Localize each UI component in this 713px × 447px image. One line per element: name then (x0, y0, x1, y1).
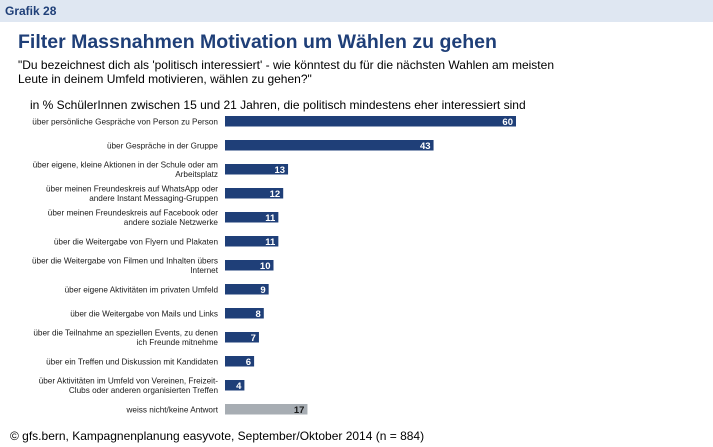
bar-8 (225, 308, 264, 319)
category-label-2-line-0: über eigene, kleine Aktionen in der Schu… (33, 161, 218, 170)
category-label-10: über ein Treffen und Diskussion mit Kand… (46, 357, 218, 366)
value-label-12: 17 (294, 405, 305, 416)
bar-12 (225, 404, 308, 415)
value-label-10: 6 (246, 357, 251, 368)
category-label-1: über Gespräche in der Gruppe (107, 141, 218, 150)
bar-3 (225, 188, 284, 199)
category-label-9-line-1: ich Freunde mitnehme (137, 338, 219, 347)
bar-5 (225, 236, 279, 247)
value-label-5: 11 (265, 237, 276, 248)
category-label-3-line-1: andere Instant Messaging-Gruppen (89, 194, 218, 203)
category-label-9-line-0: über die Teilnahme an speziellen Events,… (33, 329, 218, 338)
survey-question: "Du bezeichnest dich als 'politisch inte… (18, 58, 554, 86)
bar-10 (225, 356, 255, 367)
category-label-11-line-1: Clubs oder anderen organisierten Treffen (69, 386, 219, 395)
value-label-0: 60 (502, 117, 513, 128)
category-label-12: weiss nicht/keine Antwort (126, 405, 219, 414)
category-label-8: über die Weitergabe von Mails und Links (70, 309, 218, 318)
value-label-1: 43 (420, 141, 431, 152)
bar-4 (225, 212, 279, 223)
category-label-0: über persönliche Gespräche von Person zu… (32, 117, 218, 126)
value-label-3: 12 (270, 189, 281, 200)
chart-subtitle: in % SchülerInnen zwischen 15 und 21 Jah… (30, 98, 526, 112)
category-label-3-line-0: über meinen Freundeskreis auf WhatsApp o… (46, 185, 218, 194)
category-label-4-line-1: andere soziale Netzwerke (124, 218, 219, 227)
category-label-6-line-0: über die Weitergabe von Filmen und Inhal… (32, 257, 218, 266)
value-label-11: 4 (236, 381, 242, 392)
category-label-6-line-1: Internet (190, 266, 218, 275)
chart-title: Filter Massnahmen Motivation um Wählen z… (18, 31, 497, 53)
category-label-4-line-0: über meinen Freundeskreis auf Facebook o… (48, 209, 218, 218)
figure-label-band: Grafik 28 (0, 0, 713, 22)
value-label-2: 13 (274, 165, 285, 176)
bar-9 (225, 332, 259, 343)
bar-6 (225, 260, 274, 271)
category-label-5: über die Weitergabe von Flyern und Plaka… (54, 237, 219, 246)
value-label-6: 10 (260, 261, 271, 272)
value-label-7: 9 (260, 285, 265, 296)
value-label-4: 11 (265, 213, 276, 224)
bar-0 (225, 116, 516, 127)
value-label-8: 8 (256, 309, 261, 320)
category-label-11-line-0: über Aktivitäten im Umfeld von Vereinen,… (39, 377, 219, 386)
figure-label: Grafik 28 (5, 4, 57, 18)
category-label-2-line-1: Arbeitsplatz (175, 170, 218, 179)
source-footer: © gfs.bern, Kampagnenplanung easyvote, S… (10, 429, 425, 443)
bar-11 (225, 380, 245, 391)
category-label-7: über eigene Aktivitäten im privaten Umfe… (65, 285, 219, 294)
bar-1 (225, 140, 434, 151)
bar-7 (225, 284, 269, 295)
value-label-9: 7 (251, 333, 256, 344)
bar-2 (225, 164, 289, 175)
